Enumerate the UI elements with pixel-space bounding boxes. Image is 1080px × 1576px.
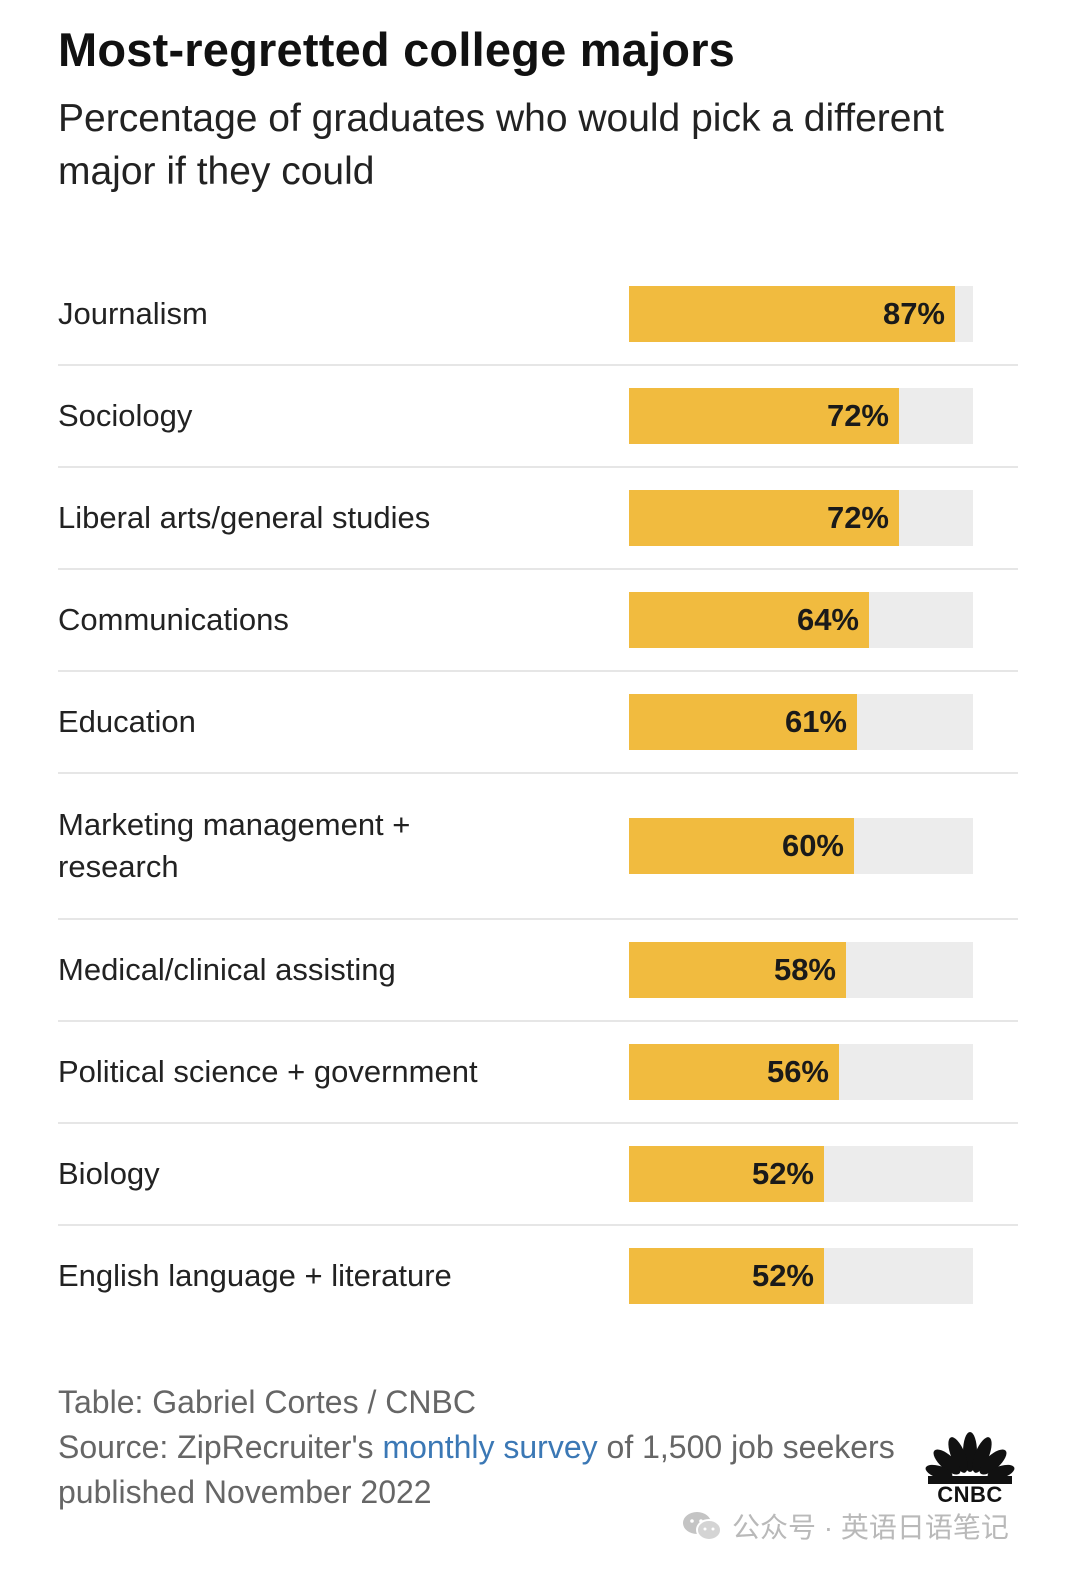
category-label: Journalism <box>58 296 208 331</box>
bar: 60% <box>629 818 854 874</box>
table-row: Medical/clinical assisting 58% <box>58 920 1018 1022</box>
data-label: 52% <box>751 1258 814 1293</box>
category-label: Liberal arts/general studies <box>58 500 431 535</box>
bar: 72% <box>629 490 899 546</box>
watermark-text: 公众号 · 英语日语笔记 <box>732 1512 1009 1543</box>
category-label: English language + literature <box>58 1258 452 1293</box>
table-row: English language + literature 52% <box>58 1226 1018 1326</box>
bar-track: 52% <box>629 1146 973 1202</box>
table-row: Journalism 87% <box>58 264 1018 366</box>
category-label: Communications <box>58 602 289 637</box>
bar-track: 52% <box>629 1248 973 1304</box>
cnbc-logo-text: CNBC <box>937 1482 1003 1507</box>
data-label: 61% <box>784 704 847 739</box>
source-link[interactable]: monthly survey <box>382 1429 598 1465</box>
chart-subtitle: Percentage of graduates who would pick a… <box>58 97 945 193</box>
cnbc-logo: CNBC <box>920 1430 1020 1510</box>
table-row: Marketing management + research 60% <box>58 774 1018 920</box>
bar-track: 72% <box>629 388 973 444</box>
category-label: Education <box>58 704 196 739</box>
data-label: 72% <box>826 500 889 535</box>
peacock-icon <box>925 1432 1015 1484</box>
data-label: 52% <box>751 1156 814 1191</box>
data-label: 60% <box>781 828 844 863</box>
table-row: Sociology 72% <box>58 366 1018 468</box>
bar: 52% <box>629 1146 824 1202</box>
watermark: 公众号 · 英语日语笔记 <box>682 1506 1009 1546</box>
bar-track: 72% <box>629 490 973 546</box>
bar-track: 56% <box>629 1044 973 1100</box>
data-label: 64% <box>796 602 859 637</box>
category-label: Biology <box>58 1156 160 1191</box>
source-text: Source: ZipRecruiter's monthly survey of… <box>58 1425 908 1515</box>
category-label: Marketing management + research <box>58 807 411 884</box>
data-label: 58% <box>773 952 836 987</box>
table-row: Communications 64% <box>58 570 1018 672</box>
wechat-icon <box>683 1512 722 1541</box>
data-label: 72% <box>826 398 889 433</box>
data-label: 87% <box>882 296 945 331</box>
data-label: 56% <box>766 1054 829 1089</box>
category-label: Political science + government <box>58 1054 478 1089</box>
footer: Table: Gabriel Cortes / CNBC Source: Zip… <box>58 1380 908 1515</box>
table-row: Biology 52% <box>58 1124 1018 1226</box>
category-label: Sociology <box>58 398 193 433</box>
bar-track: 58% <box>629 942 973 998</box>
source-prefix: Source: ZipRecruiter's <box>58 1429 383 1465</box>
credit-text: Table: Gabriel Cortes / CNBC <box>58 1384 476 1420</box>
table-row: Liberal arts/general studies 72% <box>58 468 1018 570</box>
chart-title: Most-regretted college majors <box>58 23 736 76</box>
bar: 87% <box>629 286 955 342</box>
table-row: Political science + government 56% <box>58 1022 1018 1124</box>
bar: 72% <box>629 388 899 444</box>
bar: 64% <box>629 592 869 648</box>
bar-chart: Journalism 87% Sociology 72% Liberal arts/ge… <box>58 264 1018 1326</box>
bar-track: 87% <box>629 286 973 342</box>
bar-track: 61% <box>629 694 973 750</box>
bar-track: 64% <box>629 592 973 648</box>
bar: 56% <box>629 1044 839 1100</box>
bar: 61% <box>629 694 857 750</box>
category-label: Medical/clinical assisting <box>58 952 396 987</box>
bar-track: 60% <box>629 818 973 874</box>
table-row: Education 61% <box>58 672 1018 774</box>
bar: 58% <box>629 942 846 998</box>
source-suffix: of 1,500 job seekers published November … <box>58 1429 895 1510</box>
bar: 52% <box>629 1248 824 1304</box>
